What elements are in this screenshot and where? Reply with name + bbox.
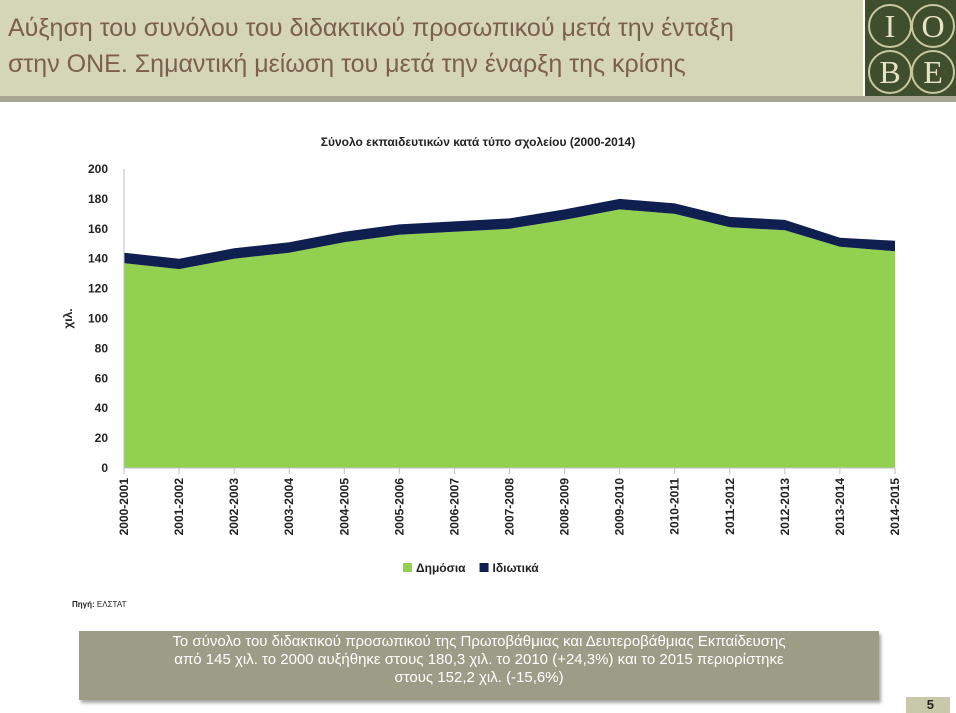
x-tick-label: 2012-2013 <box>778 478 792 536</box>
y-tick-label: 100 <box>88 312 108 326</box>
source-label: Πηγή: <box>72 600 95 609</box>
y-tick-label: 160 <box>88 222 108 236</box>
page-number: 5 <box>906 697 950 713</box>
slide-title-line-2: στην ΟΝΕ. Σημαντική μείωση του μετά την … <box>8 50 686 78</box>
x-tick-label: 2005-2006 <box>392 478 406 536</box>
title-bar: Αύξηση του συνόλου του διδακτικού προσωπ… <box>0 0 863 96</box>
area-chart: Σύνολο εκπαιδευτικών κατά τύπο σχολείου … <box>61 135 902 575</box>
y-tick-label: 80 <box>95 341 109 355</box>
source-note: Πηγή: ΕΛΣΤΑΤ <box>72 600 126 609</box>
legend-swatch-1 <box>479 563 489 572</box>
x-tick-label: 2009-2010 <box>613 478 627 536</box>
y-tick-label: 0 <box>101 461 108 475</box>
y-tick-label: 40 <box>95 401 109 415</box>
slide-title: Αύξηση του συνόλου του διδακτικού προσωπ… <box>8 10 858 82</box>
x-tick-label: 2010-2011 <box>668 478 682 535</box>
source-text: ΕΛΣΤΑΤ <box>96 600 127 609</box>
summary-line-1: Το σύνολο του διδακτικού προσωπικού της … <box>172 633 786 650</box>
summary-line-3: στους 152,2 χιλ. (-15,6%) <box>394 669 564 686</box>
x-tick-label: 2004-2005 <box>337 478 351 536</box>
legend-label-1: Ιδιωτικά <box>493 561 540 575</box>
x-tick-label: 2002-2003 <box>227 478 241 536</box>
summary-line-2: από 145 χιλ. το 2000 αυξήθηκε στους 180,… <box>174 651 784 668</box>
y-tick-label: 60 <box>95 371 109 385</box>
title-underline <box>0 96 956 102</box>
logo-letter-b: B <box>868 50 912 94</box>
legend-label-0: Δημόσια <box>416 561 466 575</box>
series-area-0 <box>124 209 895 468</box>
y-tick-label: 200 <box>88 162 108 176</box>
x-tick-label: 2014-2015 <box>888 478 902 536</box>
summary-box: Το σύνολο του διδακτικού προσωπικού της … <box>79 631 879 700</box>
x-tick-label: 2000-2001 <box>117 478 131 536</box>
x-tick-label: 2013-2014 <box>833 478 847 536</box>
x-tick-label: 2007-2008 <box>503 478 517 536</box>
y-tick-label: 20 <box>95 431 109 445</box>
x-tick-label: 2008-2009 <box>558 478 572 536</box>
y-tick-label: 180 <box>88 192 108 206</box>
y-tick-label: 140 <box>88 252 108 266</box>
slide-title-line-1: Αύξηση του συνόλου του διδακτικού προσωπ… <box>8 14 734 42</box>
y-tick-label: 120 <box>88 282 108 296</box>
logo-letter-i: I <box>868 4 912 48</box>
x-tick-label: 2006-2007 <box>447 478 461 536</box>
chart-title: Σύνολο εκπαιδευτικών κατά τύπο σχολείου … <box>321 135 635 149</box>
x-tick-label: 2001-2002 <box>172 478 186 536</box>
y-axis-label: χιλ. <box>61 308 75 328</box>
legend-swatch-0 <box>403 563 412 572</box>
logo-letter-e: E <box>911 50 955 94</box>
logo-letter-o: O <box>911 4 955 48</box>
series-area-1 <box>124 198 895 270</box>
iobe-logo: I O B E <box>865 0 956 96</box>
x-tick-label: 2003-2004 <box>282 478 296 536</box>
x-tick-label: 2011-2012 <box>723 478 737 535</box>
